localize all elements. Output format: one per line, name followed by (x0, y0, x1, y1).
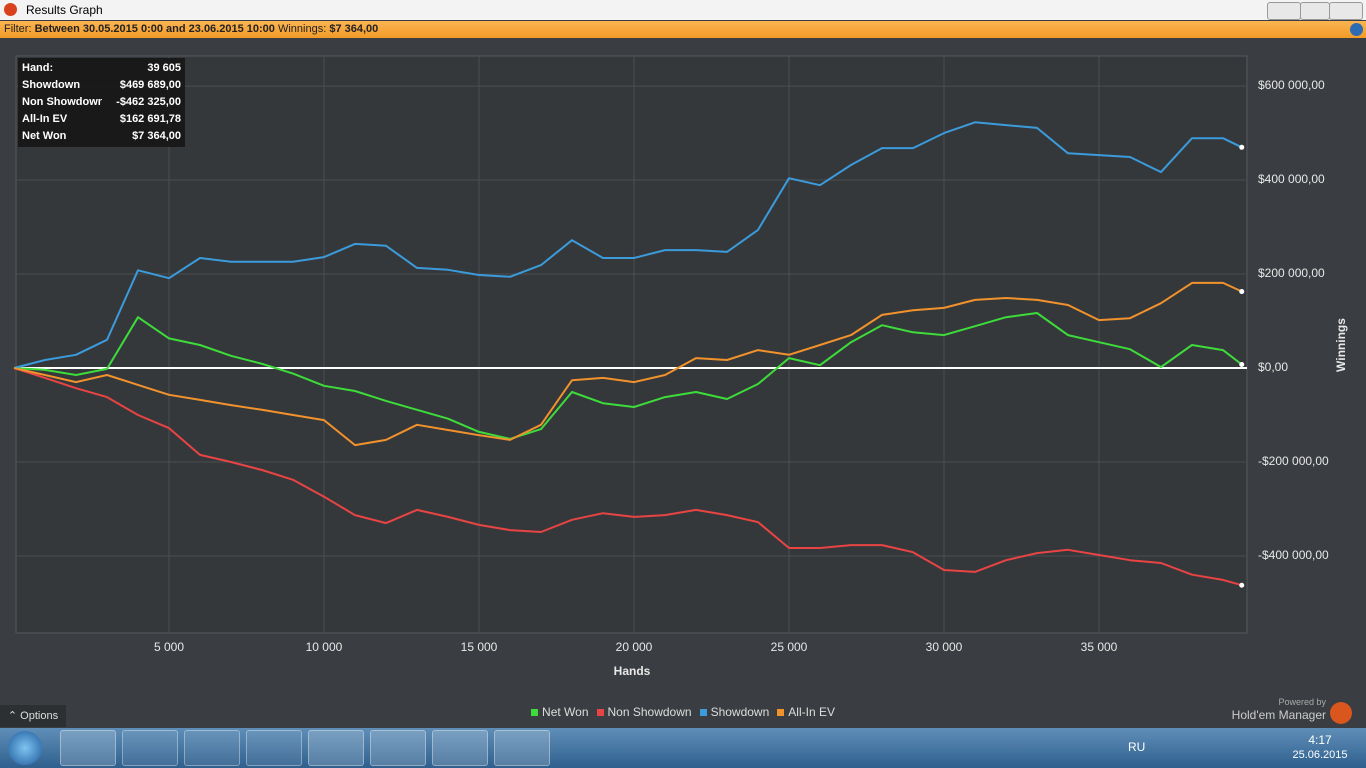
y-tick-label: -$200 000,00 (1258, 454, 1329, 468)
series-end-dot (1239, 289, 1245, 295)
taskbar-explorer[interactable] (122, 730, 178, 766)
legend-swatch (531, 709, 539, 716)
legend: Net Won Non Showdown Showdown All-In EV (0, 705, 1366, 719)
stats-label: All-In EV (22, 113, 68, 125)
series-line (13, 281, 1243, 447)
stats-label: Hand: (22, 62, 54, 74)
x-tick-label: 25 000 (771, 640, 808, 654)
stats-value: $469 689,00 (119, 79, 181, 91)
title-bar: Results Graph (0, 0, 1366, 20)
filter-range: Between 30.05.2015 0:00 and 23.06.2015 1… (34, 23, 275, 35)
powered-by: Powered by (1278, 697, 1326, 707)
legend-label: Net Won (542, 705, 589, 719)
stats-row: Hand: 39 605 (18, 60, 185, 77)
help-button[interactable] (1350, 23, 1363, 36)
x-tick-label: 35 000 (1081, 640, 1118, 654)
maximize-button[interactable] (1300, 2, 1330, 20)
y-tick-label: $0,00 (1258, 360, 1288, 374)
taskbar-firefox[interactable] (246, 730, 302, 766)
x-axis-title: Hands (614, 664, 651, 678)
series-end-dot (1239, 582, 1245, 588)
stats-box: Hand: 39 605 Showdown $469 689,00 Non Showdo… (18, 58, 185, 147)
brand: Hold'em Manager (1231, 708, 1326, 722)
x-tick-label: 10 000 (306, 640, 343, 654)
taskbar: RU 4:17 25.06.2015 (0, 728, 1366, 768)
stats-row: Non Showdown -$462 325,00 (18, 94, 185, 111)
stats-label: Showdown (22, 79, 81, 91)
taskbar-ie[interactable] (60, 730, 116, 766)
series-end-dot (1239, 144, 1245, 150)
taskbar-hem[interactable] (308, 730, 364, 766)
x-tick-label: 5 000 (154, 640, 184, 654)
legend-swatch (699, 709, 707, 716)
stats-value: -$462 325,00 (116, 96, 181, 108)
y-axis-title: Winnings (1334, 318, 1348, 372)
stats-row: Net Won $7 364,00 (18, 128, 185, 145)
clock-date[interactable]: 25.06.2015 (1292, 749, 1348, 761)
chart: Hands Winnings 5 000 10 000 15 000 20 000 25… (13, 55, 1348, 678)
clock-time[interactable]: 4:17 (1308, 733, 1332, 747)
stats-label: Net Won (22, 130, 67, 142)
stats-label: Non Showdown (22, 96, 102, 108)
legend-item: Non Showdown (596, 705, 692, 719)
stats-value: 39 605 (147, 62, 181, 74)
taskbar-notes[interactable] (370, 730, 426, 766)
legend-label: Non Showdown (607, 705, 692, 719)
taskbar-media[interactable] (184, 730, 240, 766)
app-icon (4, 3, 17, 16)
stats-value: $162 691,78 (119, 113, 181, 125)
stats-value: $7 364,00 (132, 130, 181, 142)
taskbar-pokerstars[interactable] (432, 730, 488, 766)
series-line (13, 121, 1243, 369)
y-tick-label: -$400 000,00 (1258, 548, 1329, 562)
series-line (13, 312, 1243, 440)
legend-item: Net Won (531, 705, 589, 719)
y-tick-label: $400 000,00 (1258, 172, 1325, 186)
stats-row: Showdown $469 689,00 (18, 77, 185, 94)
x-tick-label: 30 000 (926, 640, 963, 654)
legend-item: All-In EV (777, 705, 835, 719)
legend-label: All-In EV (788, 705, 835, 719)
y-tick-label: $600 000,00 (1258, 78, 1325, 92)
options-label: Options (20, 710, 59, 722)
y-tick-label: $200 000,00 (1258, 266, 1325, 280)
close-button[interactable] (1329, 2, 1363, 20)
legend-swatch (596, 709, 604, 716)
filter-bar: Filter: Between 30.05.2015 0:00 and 23.0… (0, 21, 1366, 38)
options-button[interactable]: ⌃ Options (0, 705, 66, 727)
winnings-label: Winnings: (277, 23, 327, 35)
winnings-value: $7 364,00 (329, 23, 379, 35)
stats-row: All-In EV $162 691,78 (18, 111, 185, 128)
series-line (13, 367, 1243, 587)
filter-label: Filter: (4, 23, 32, 35)
plot-area (15, 55, 1248, 634)
minimize-button[interactable] (1267, 2, 1301, 20)
legend-item: Showdown (699, 705, 770, 719)
legend-swatch (777, 709, 785, 716)
legend-label: Showdown (710, 705, 770, 719)
window-title: Results Graph (26, 3, 103, 17)
x-tick-label: 15 000 (461, 640, 498, 654)
taskbar-skype[interactable] (494, 730, 550, 766)
brand-logo (1330, 702, 1352, 724)
series-end-dot (1239, 362, 1245, 368)
language[interactable]: RU (1128, 740, 1146, 754)
x-tick-label: 20 000 (616, 640, 653, 654)
start-button[interactable] (8, 731, 42, 765)
